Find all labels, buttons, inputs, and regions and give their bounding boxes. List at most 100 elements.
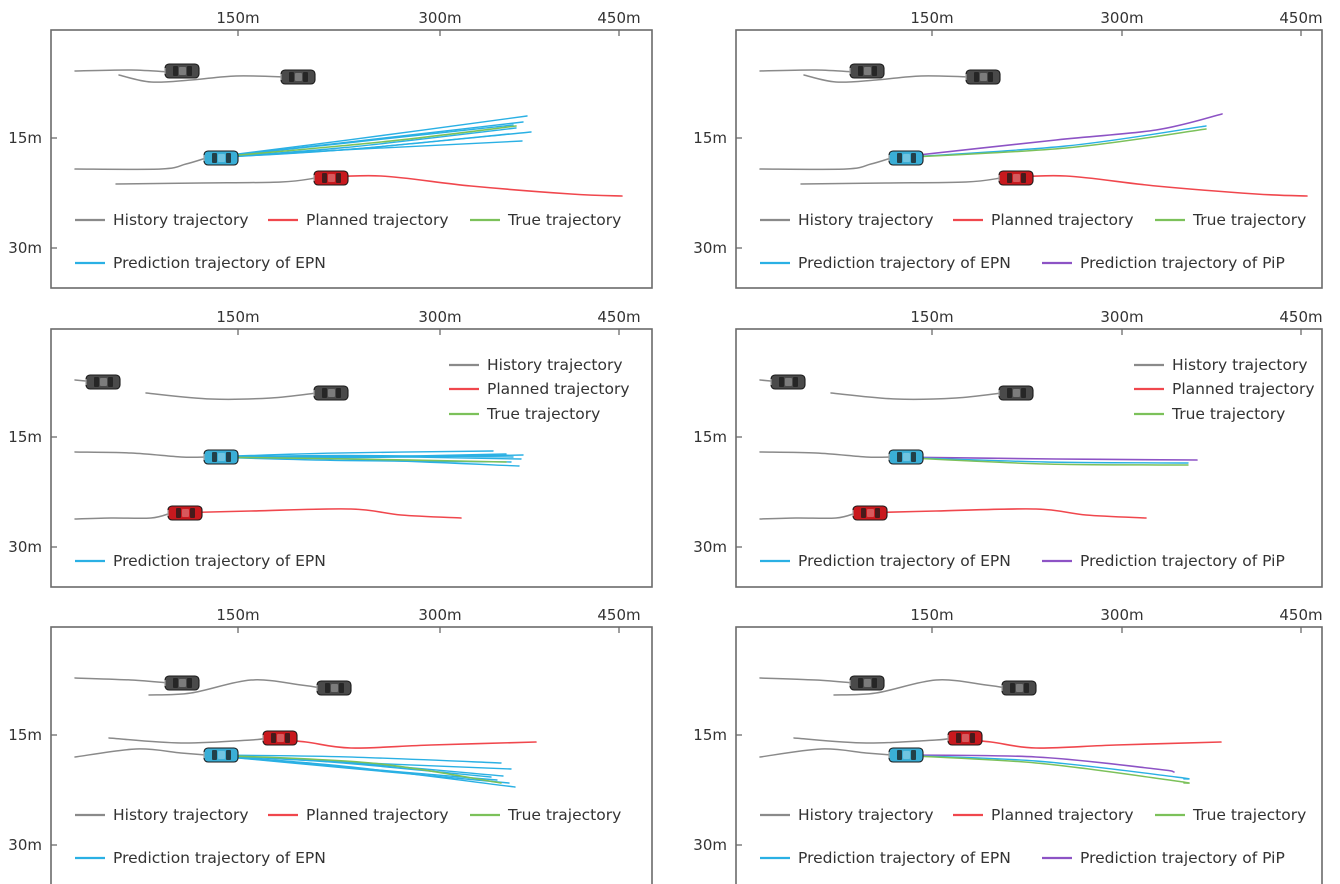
plot-frame (735, 626, 1323, 884)
y-tick-label: 30m (693, 239, 727, 257)
red-car-icon (313, 170, 349, 186)
true-trajectory (205, 754, 502, 784)
x-tick-label: 300m (418, 308, 461, 326)
legend-label-planned: Planned trajectory (306, 211, 449, 229)
history-trajectory (759, 69, 855, 73)
plot-frame (735, 29, 1323, 289)
legend-label-history: History trajectory (1172, 356, 1308, 374)
y-tick-label: 15m (693, 428, 727, 446)
legend-label-pip: Prediction trajectory of PiP (1080, 849, 1285, 867)
legend-label-true: True trajectory (486, 405, 600, 423)
grey-car-icon (849, 675, 885, 691)
x-tick-label: 450m (597, 606, 640, 624)
blue-car-icon (888, 747, 924, 763)
legend-label-epn: Prediction trajectory of EPN (798, 849, 1011, 867)
planned-trajectory (170, 508, 462, 519)
legend-label-planned: Planned trajectory (991, 211, 1134, 229)
plot-frame (735, 328, 1323, 588)
legend-label-true: True trajectory (1192, 211, 1306, 229)
plot-frame (50, 29, 653, 289)
pip-prediction (890, 456, 1198, 461)
legend-label-history: History trajectory (487, 356, 623, 374)
history-trajectory (759, 512, 857, 520)
legend-label-epn: Prediction trajectory of EPN (113, 552, 326, 570)
legend-label-history: History trajectory (113, 806, 249, 824)
legend-label-pip: Prediction trajectory of PiP (1080, 254, 1285, 272)
true-trajectory (205, 125, 517, 159)
y-tick-label: 30m (8, 836, 42, 854)
history-trajectory (803, 74, 973, 83)
legend-label-true: True trajectory (507, 806, 621, 824)
grey-car-icon (164, 675, 200, 691)
history-trajectory (145, 392, 318, 401)
blue-car-icon (203, 449, 239, 465)
true-trajectory (890, 456, 1189, 466)
history-trajectory (830, 392, 1003, 401)
y-tick-label: 30m (693, 836, 727, 854)
panel-straight-epn: 150m 300m 450m 15m 30m History trajectory Plan… (8, 308, 653, 588)
legend-label-planned: Planned trajectory (1172, 380, 1315, 398)
legend-label-history: History trajectory (798, 211, 934, 229)
grey-car-icon (998, 385, 1034, 401)
history-trajectory (759, 677, 855, 684)
planned-trajectory (950, 737, 1222, 749)
planned-trajectory (855, 508, 1147, 519)
history-trajectory (74, 512, 172, 520)
x-tick-label: 300m (1100, 9, 1143, 27)
planned-trajectory (315, 174, 623, 197)
true-trajectory (890, 128, 1207, 159)
history-trajectory (759, 748, 892, 758)
x-tick-label: 300m (418, 9, 461, 27)
red-car-icon (167, 505, 203, 521)
pip-prediction (890, 754, 1175, 773)
legend-label-epn: Prediction trajectory of EPN (113, 254, 326, 272)
history-trajectory (759, 157, 892, 171)
history-trajectory (74, 451, 207, 459)
epn-prediction (205, 124, 514, 159)
history-trajectory (74, 748, 207, 758)
grey-car-icon (770, 374, 806, 390)
panel-lane-change-pip: 150m 300m 450m 15m 30m History trajectory Plan… (693, 9, 1323, 289)
grey-car-icon (313, 385, 349, 401)
legend-label-epn: Prediction trajectory of EPN (798, 254, 1011, 272)
legend-label-planned: Planned trajectory (991, 806, 1134, 824)
history-trajectory (115, 177, 317, 185)
grey-car-icon (316, 680, 352, 696)
legend-label-planned: Planned trajectory (487, 380, 630, 398)
x-tick-label: 450m (597, 9, 640, 27)
x-tick-label: 450m (1279, 606, 1322, 624)
x-tick-label: 150m (216, 9, 259, 27)
panel-merge-epn: 150m 300m 450m 15m 30m History trajectory Plan… (8, 606, 653, 884)
x-tick-label: 300m (1100, 308, 1143, 326)
grey-car-icon (85, 374, 121, 390)
history-trajectory (148, 679, 322, 696)
red-car-icon (852, 505, 888, 521)
grey-car-icon (965, 69, 1001, 85)
y-tick-label: 15m (8, 428, 42, 446)
blue-car-icon (203, 150, 239, 166)
history-trajectory (108, 737, 267, 744)
x-tick-label: 150m (216, 308, 259, 326)
x-tick-label: 300m (1100, 606, 1143, 624)
legend-label-true: True trajectory (1192, 806, 1306, 824)
plot-frame (50, 626, 653, 884)
history-trajectory (800, 177, 1002, 185)
grey-car-icon (1001, 680, 1037, 696)
y-tick-label: 30m (8, 239, 42, 257)
blue-car-icon (888, 449, 924, 465)
plot-frame (50, 328, 653, 588)
panel-straight-pip: 150m 300m 450m 15m 30m History trajectory Plan… (693, 308, 1323, 588)
grey-car-icon (280, 69, 316, 85)
y-tick-label: 15m (8, 129, 42, 147)
legend-label-history: History trajectory (798, 806, 934, 824)
planned-trajectory (265, 737, 537, 749)
legend-label-history: History trajectory (113, 211, 249, 229)
y-tick-label: 15m (693, 726, 727, 744)
history-trajectory (833, 679, 1007, 696)
legend-label-epn: Prediction trajectory of EPN (113, 849, 326, 867)
red-car-icon (947, 730, 983, 746)
y-tick-label: 30m (8, 538, 42, 556)
planned-trajectory (1000, 174, 1308, 197)
grey-car-icon (849, 63, 885, 79)
